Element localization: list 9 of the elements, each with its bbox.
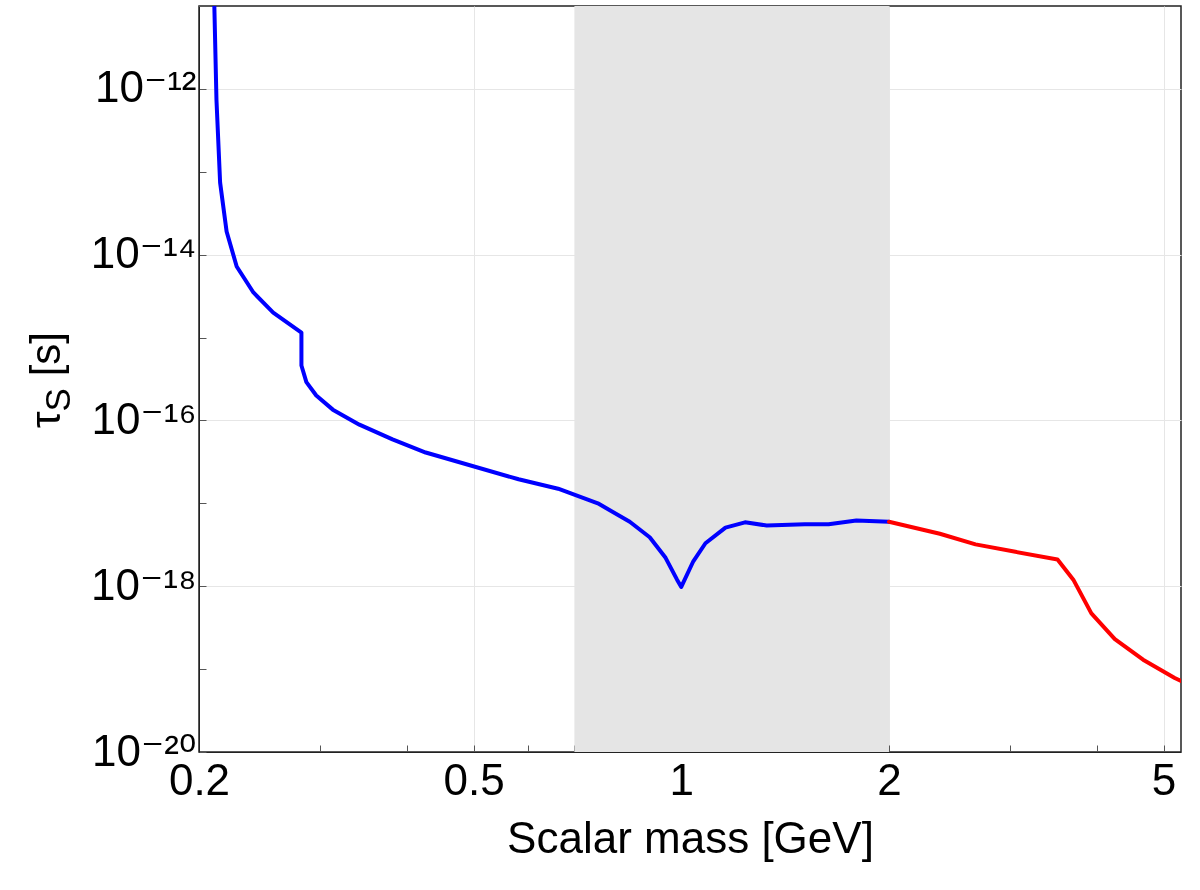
x-tick-label: 5 bbox=[1151, 754, 1177, 804]
x-axis-title: Scalar mass [GeV] bbox=[507, 812, 874, 862]
y-tick-label: 10⁻¹⁶ bbox=[91, 393, 197, 443]
x-tick-label: 0.5 bbox=[443, 754, 505, 804]
y-tick-label: 10⁻¹⁸ bbox=[91, 559, 197, 609]
x-tick-label: 1 bbox=[669, 754, 695, 804]
y-tick-label: 10⁻¹⁴ bbox=[90, 228, 197, 278]
x-tick-label: 2 bbox=[877, 754, 902, 804]
y-tick-label: 10⁻¹² bbox=[95, 62, 197, 112]
